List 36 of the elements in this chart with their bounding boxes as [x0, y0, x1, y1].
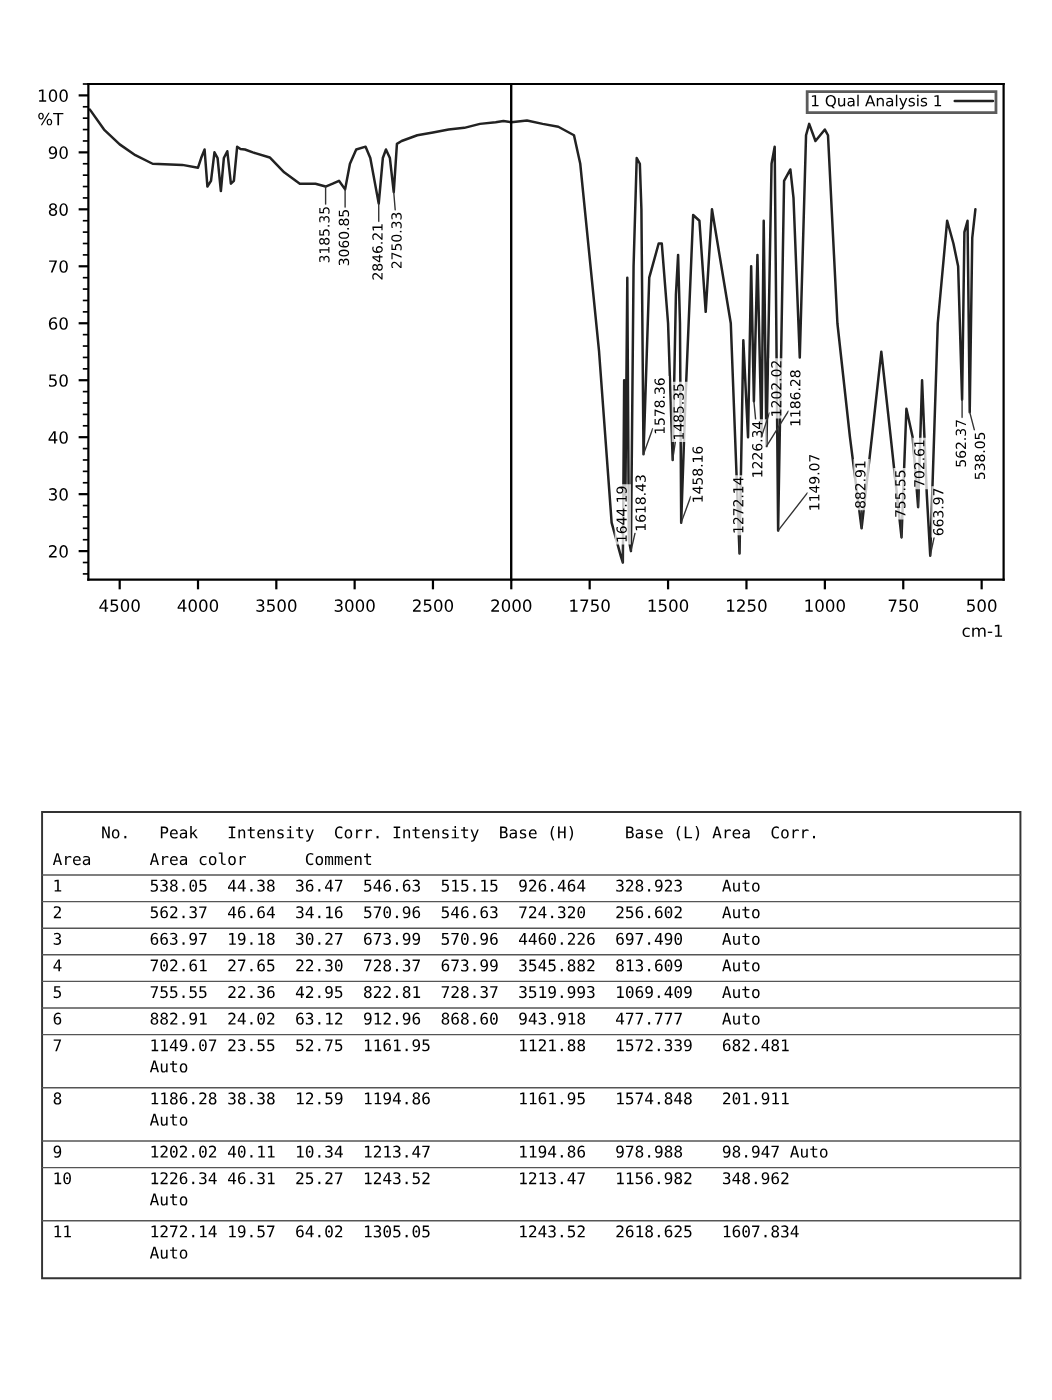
text: Area Area color Comment — [52, 852, 372, 866]
x-tick-label: 1500 — [648, 599, 689, 612]
x-tick-label: 2500 — [412, 599, 454, 612]
y-tick-label: 40 — [48, 431, 68, 444]
y-tick-label: 70 — [49, 260, 68, 273]
text: 10 1226.34 46.31 25.27 1243.52 1213.47 1156.982 348.962 Auto — [54, 1172, 789, 1206]
y-tick-label: 30 — [48, 488, 68, 501]
text: 6 882.91 24.02 63.12 912.96 868.60 943.918 477.777 Auto — [53, 1012, 760, 1025]
x-tick-label: 4500 — [99, 599, 140, 612]
x-tick-label: 2000 — [491, 599, 532, 612]
y-tick-label: 90 — [48, 146, 68, 159]
text: 4 702.61 27.65 22.30 728.37 673.99 3545.882 813.609 Auto — [53, 959, 760, 972]
x-tick-label: 1250 — [727, 599, 767, 612]
text: 11 1272.14 19.57 64.02 1305.05 1243.52 2618.625 1607.834 Auto — [54, 1225, 799, 1259]
x-tick-label: 1750 — [570, 599, 610, 612]
y-tick-label: 80 — [48, 203, 68, 216]
x-tick-label: 3000 — [334, 599, 375, 612]
x-tick-label: 4000 — [177, 599, 219, 612]
y-tick-label: 20 — [48, 545, 68, 558]
x-tick-label: 500 — [967, 599, 997, 612]
text: 7 1149.07 23.55 52.75 1161.95 1121.88 1572.339 682.481 Auto — [53, 1039, 789, 1073]
text: 8 1186.28 38.38 12.59 1194.86 1161.95 1574.848 201.911 Auto — [53, 1092, 789, 1126]
x-axis-title: cm-1 — [962, 624, 1003, 638]
y-axis-title: %T — [38, 112, 64, 126]
y-tick-label: 50 — [49, 374, 68, 387]
y-tick-label: 60 — [48, 317, 68, 330]
y-tick-label: 100 — [38, 89, 68, 102]
text: 1 538.05 44.38 36.47 546.63 515.15 926.464 328.923 Auto — [54, 879, 760, 892]
x-tick-label: 750 — [888, 599, 919, 612]
text: No. Peak Intensity Corr. Intensity Base (H) Base (L) Area Corr. — [102, 826, 816, 842]
text: 2 562.37 46.64 34.16 570.96 546.63 724.320 256.602 Auto — [53, 906, 760, 919]
x-tick-label: 3500 — [256, 599, 297, 612]
text: 3 663.97 19.18 30.27 673.99 570.96 4460.226 697.490 Auto — [53, 932, 760, 945]
text: 5 755.55 22.36 42.95 822.81 728.37 3519.993 1069.409 Auto — [53, 985, 760, 999]
text: 9 1202.02 40.11 10.34 1213.47 1194.86 978.988 98.947 Auto — [53, 1145, 828, 1158]
x-tick-label: 1000 — [805, 599, 845, 612]
